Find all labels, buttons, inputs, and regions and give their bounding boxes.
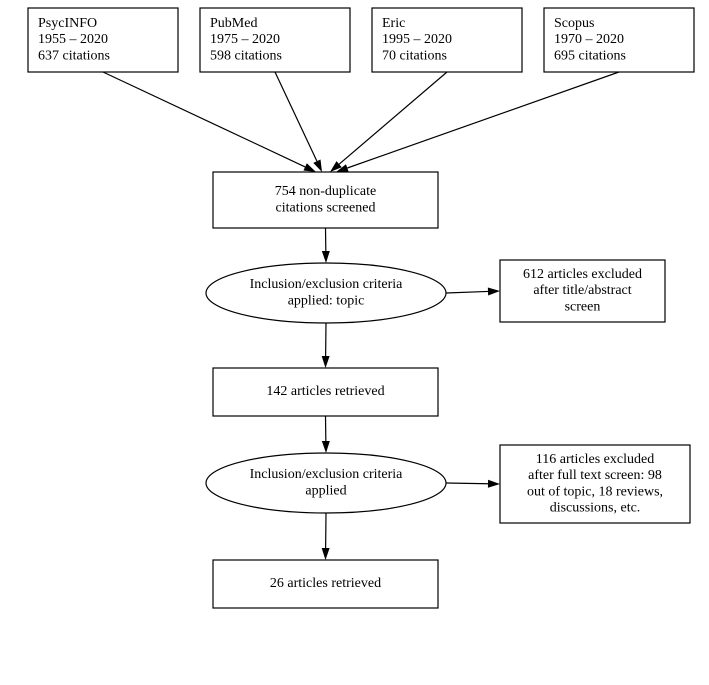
node-source1-line0: PsycINFO xyxy=(38,16,97,31)
node-source1-line2: 637 citations xyxy=(38,48,110,63)
node-source4-line2: 695 citations xyxy=(554,48,626,63)
node-criteria2-line0: Inclusion/exclusion criteria xyxy=(250,467,404,482)
node-source2: PubMed1975 – 2020598 citations xyxy=(200,8,350,72)
node-source4-line0: Scopus xyxy=(554,16,594,31)
node-excluded2-line3: discussions, etc. xyxy=(550,500,641,515)
node-screened: 754 non-duplicatecitations screened xyxy=(213,172,438,228)
node-excluded2-line0: 116 articles excluded xyxy=(536,452,654,467)
node-source3-line1: 1995 – 2020 xyxy=(382,32,452,47)
node-screened-line0: 754 non-duplicate xyxy=(275,184,376,199)
node-criteria2-line1: applied xyxy=(305,483,346,498)
node-source1: PsycINFO1955 – 2020637 citations xyxy=(28,8,178,72)
node-source2-line1: 1975 – 2020 xyxy=(210,32,280,47)
node-retrieved1: 142 articles retrieved xyxy=(213,368,438,416)
node-excluded1-line2: screen xyxy=(565,299,601,314)
node-excluded1: 612 articles excludedafter title/abstrac… xyxy=(500,260,665,322)
node-retrieved2-line0: 26 articles retrieved xyxy=(270,576,381,591)
node-source4: Scopus1970 – 2020695 citations xyxy=(544,8,694,72)
node-screened-line1: citations screened xyxy=(276,200,376,215)
node-source3-line0: Eric xyxy=(382,16,405,31)
node-excluded2-line2: out of topic, 18 reviews, xyxy=(527,484,663,499)
node-excluded1-line0: 612 articles excluded xyxy=(523,267,642,282)
node-source2-line0: PubMed xyxy=(210,16,257,31)
node-excluded2: 116 articles excludedafter full text scr… xyxy=(500,445,690,523)
node-criteria1-line0: Inclusion/exclusion criteria xyxy=(250,277,404,292)
node-source2-line2: 598 citations xyxy=(210,48,282,63)
node-source3-line2: 70 citations xyxy=(382,48,447,63)
node-criteria1-line1: applied: topic xyxy=(288,293,365,308)
node-source4-line1: 1970 – 2020 xyxy=(554,32,624,47)
node-source3: Eric1995 – 202070 citations xyxy=(372,8,522,72)
node-criteria1: Inclusion/exclusion criteriaapplied: top… xyxy=(206,263,446,323)
node-excluded1-line1: after title/abstract xyxy=(533,283,631,298)
node-source1-line1: 1955 – 2020 xyxy=(38,32,108,47)
node-retrieved1-line0: 142 articles retrieved xyxy=(266,384,384,399)
node-excluded2-line1: after full text screen: 98 xyxy=(528,468,662,483)
node-retrieved2: 26 articles retrieved xyxy=(213,560,438,608)
node-criteria2: Inclusion/exclusion criteriaapplied xyxy=(206,453,446,513)
